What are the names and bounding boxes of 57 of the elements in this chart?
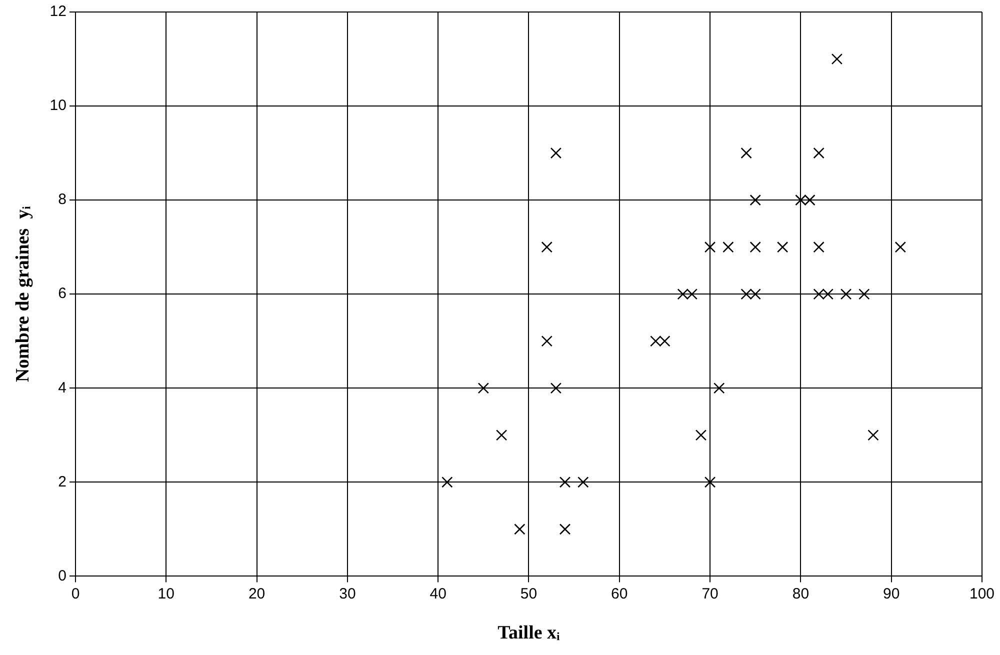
point <box>541 241 552 253</box>
point <box>514 524 526 535</box>
y-axis-title: Nombre de graines yᵢ <box>12 205 34 382</box>
point <box>804 194 816 206</box>
y-tick-label: 4 <box>58 379 66 396</box>
point <box>750 241 761 253</box>
point <box>722 241 734 253</box>
point <box>659 336 670 347</box>
point <box>550 382 562 394</box>
y-tick-label: 10 <box>50 97 66 114</box>
point <box>795 194 806 206</box>
x-tick-label: 10 <box>158 585 174 602</box>
point <box>442 476 453 488</box>
point <box>858 288 870 300</box>
point <box>840 288 852 300</box>
point <box>550 147 562 159</box>
point <box>868 430 879 441</box>
x-tick-label: 80 <box>792 585 810 602</box>
point <box>478 382 490 394</box>
point <box>740 147 752 159</box>
point <box>750 194 761 206</box>
point <box>894 241 906 253</box>
point <box>740 288 752 300</box>
point <box>578 476 589 488</box>
x-tick-label: 90 <box>883 585 900 602</box>
point <box>776 241 788 253</box>
point <box>813 241 824 253</box>
x-axis-title: Taille xᵢ <box>498 622 561 644</box>
point <box>496 430 508 441</box>
y-tick-label: 12 <box>50 3 66 20</box>
point <box>704 241 716 253</box>
x-tick-label: 70 <box>702 585 718 602</box>
y-tick-label: 8 <box>58 191 66 208</box>
point <box>677 288 688 300</box>
x-tick-label: 60 <box>611 585 628 602</box>
point <box>704 476 716 488</box>
point <box>559 524 571 535</box>
x-tick-label: 30 <box>339 585 356 602</box>
x-tick-label: 20 <box>248 585 266 602</box>
point <box>686 288 698 300</box>
point <box>813 147 824 159</box>
point <box>559 476 571 488</box>
point <box>813 288 824 300</box>
x-tick-label: 50 <box>520 585 538 602</box>
point <box>695 430 707 441</box>
point <box>831 53 843 65</box>
y-tick-label: 6 <box>58 285 66 302</box>
y-tick-label: 0 <box>58 567 66 584</box>
x-tick-label: 100 <box>969 585 995 602</box>
point <box>650 336 662 347</box>
point <box>750 288 761 300</box>
point <box>714 382 725 394</box>
x-tick-label: 0 <box>71 585 80 602</box>
point <box>541 336 552 347</box>
x-tick-label: 40 <box>430 585 446 602</box>
y-tick-label: 2 <box>58 473 66 490</box>
point <box>822 288 834 300</box>
